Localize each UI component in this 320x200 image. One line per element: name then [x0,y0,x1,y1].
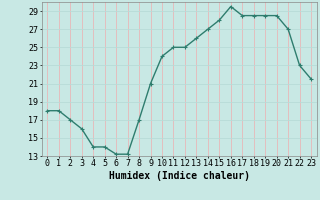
X-axis label: Humidex (Indice chaleur): Humidex (Indice chaleur) [109,171,250,181]
